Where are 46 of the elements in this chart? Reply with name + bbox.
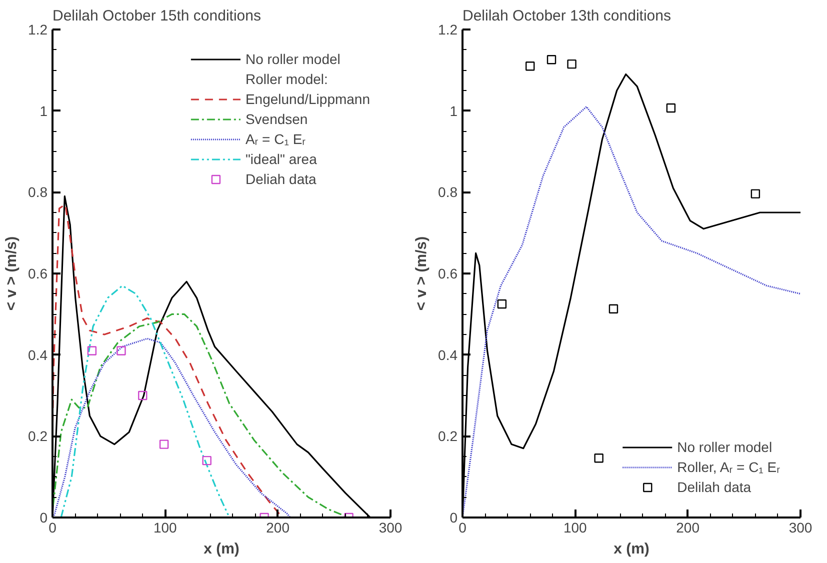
x-tick-label: 300 [788, 520, 812, 536]
legend-label: Deliah data [245, 171, 316, 187]
chart-title: Delilah October 15th conditions [52, 8, 261, 24]
point [608, 304, 618, 314]
legend-label: "ideal" area [245, 151, 317, 167]
y-tick-label: 0.4 [438, 346, 458, 363]
point [594, 454, 604, 463]
chart-title: Delilah October 13th conditions [462, 8, 671, 24]
y-tick-label: 0.8 [28, 184, 48, 200]
x-axis-title: x (m) [204, 540, 240, 558]
x-tick-label: 200 [266, 520, 290, 536]
y-tick-label: 1 [40, 102, 48, 119]
point [567, 59, 576, 69]
y-tick-label: 0.6 [438, 266, 458, 282]
annotation: Roller model: [245, 71, 328, 87]
y-tick-label: 0.6 [28, 266, 48, 282]
y-tick-label: 1.2 [28, 22, 48, 38]
y-tick-label: 0.4 [28, 346, 48, 363]
line-series [52, 338, 292, 518]
y-tick-label: 1.2 [438, 22, 458, 38]
legend-label: Delilah data [677, 479, 752, 495]
legend-label: No roller model [245, 51, 340, 67]
y-tick-label: 0.2 [28, 428, 48, 444]
point [666, 103, 676, 113]
legend-label: Engelund/Lippmann [245, 91, 370, 107]
x-tick-label: 100 [563, 520, 588, 536]
point [750, 189, 760, 198]
x-axis-title: x (m) [614, 540, 650, 558]
line-series [60, 284, 230, 518]
y-axis-title: < v > (m/s) [3, 236, 20, 311]
y-tick-label: 0.2 [438, 428, 458, 444]
legend-label: Roller, Aᵣ = C₁ Eᵣ [677, 459, 780, 475]
point [546, 54, 556, 64]
x-tick-label: 100 [153, 520, 178, 536]
y-tick-label: 0 [40, 510, 48, 526]
point [526, 62, 535, 71]
y-tick-label: 0.8 [438, 184, 458, 200]
y-tick-label: 1 [450, 102, 458, 119]
y-axis-title: < v > (m/s) [413, 236, 430, 311]
y-tick-label: 0 [450, 510, 458, 526]
x-tick-label: 200 [676, 520, 700, 536]
legend-label: Svendsen [245, 111, 308, 127]
point [497, 299, 507, 309]
x-tick-label: 300 [378, 520, 402, 536]
legend-label: Aᵣ = C₁ Eᵣ [245, 131, 306, 147]
legend-label: No roller model [677, 439, 772, 455]
